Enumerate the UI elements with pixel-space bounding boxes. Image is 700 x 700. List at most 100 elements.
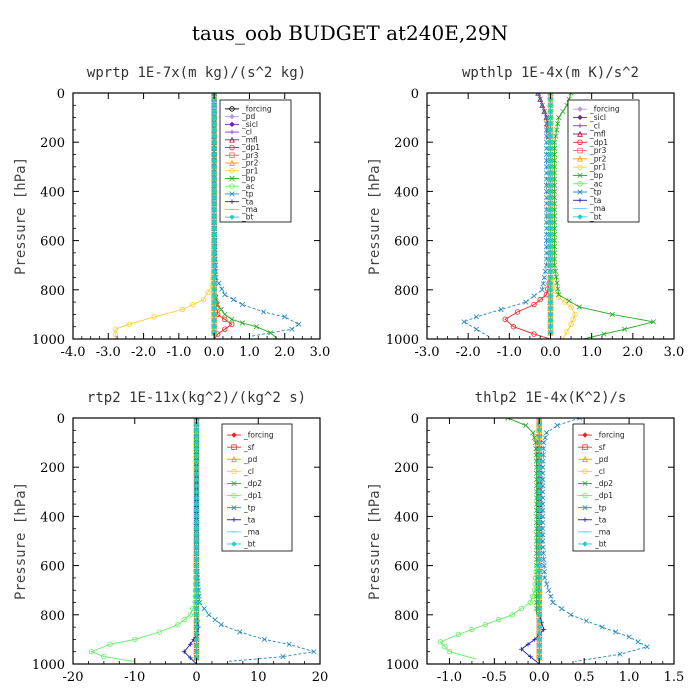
legend-swatch-marker <box>231 517 237 523</box>
data-point <box>211 268 217 275</box>
data-point <box>540 464 546 470</box>
data-point <box>552 164 558 170</box>
legend-swatch-marker <box>577 147 583 154</box>
data-point <box>536 507 542 513</box>
data-point <box>576 304 582 310</box>
data-point <box>552 268 559 274</box>
data-point <box>547 121 554 127</box>
data-point <box>617 651 623 657</box>
legend-swatch-marker <box>229 121 235 128</box>
data-point <box>536 648 542 655</box>
legend-label: _pr3 <box>241 151 259 160</box>
series-line <box>213 93 300 337</box>
legend-swatch-marker <box>577 130 583 137</box>
data-point <box>543 164 549 170</box>
data-point <box>547 311 554 318</box>
data-point <box>222 292 228 298</box>
data-point <box>540 446 547 452</box>
data-point <box>193 482 200 489</box>
data-point <box>193 544 200 550</box>
data-point <box>193 630 200 636</box>
data-point <box>547 207 554 213</box>
y-tick-label: 400 <box>40 510 65 525</box>
data-point <box>547 102 554 109</box>
legend-label: _mfl <box>241 135 258 144</box>
legend-swatch-marker <box>229 214 235 220</box>
data-point <box>552 213 558 219</box>
legend-label: _ma <box>241 205 258 214</box>
legend-swatch-marker <box>231 541 237 547</box>
data-point <box>547 164 554 170</box>
data-point <box>599 624 605 630</box>
data-point <box>556 115 562 121</box>
data-point <box>442 644 448 650</box>
data-point <box>531 435 537 441</box>
x-tick-label: 0.0 <box>529 670 550 685</box>
data-point <box>540 513 546 519</box>
y-tick-label: 600 <box>40 235 65 250</box>
y-tick-label: 600 <box>394 560 419 575</box>
data-point <box>101 653 107 660</box>
data-point <box>552 238 558 244</box>
legend-label: _ta <box>241 197 253 206</box>
data-point <box>540 501 546 507</box>
data-point <box>547 225 554 232</box>
data-point <box>107 641 113 648</box>
legend-swatch-marker <box>229 106 235 112</box>
data-point <box>211 145 217 152</box>
series-group <box>88 418 317 664</box>
data-point <box>547 231 554 238</box>
data-point <box>193 519 200 526</box>
y-tick-label: 800 <box>40 284 65 299</box>
series-line <box>114 93 215 339</box>
legend-label: _pd <box>243 455 258 464</box>
data-point <box>539 102 545 108</box>
data-point <box>540 452 546 458</box>
data-point <box>519 646 524 652</box>
y-tick-label: 0 <box>411 412 419 427</box>
data-point <box>539 102 546 108</box>
data-point <box>547 182 554 188</box>
figure-title: taus_oob BUDGET at240E,29N <box>192 21 508 45</box>
data-point <box>547 145 554 152</box>
data-point <box>211 293 217 299</box>
data-point <box>548 593 554 599</box>
series-line <box>90 418 197 662</box>
data-point <box>547 194 554 201</box>
data-point <box>547 299 554 305</box>
x-tick-label: -1.0 <box>437 670 462 685</box>
data-point <box>547 139 554 145</box>
x-tick-label: 1.0 <box>581 345 602 360</box>
data-point <box>555 121 561 127</box>
legend-label: _pd <box>594 455 609 464</box>
x-tick-label: -1.0 <box>497 345 522 360</box>
data-point <box>211 139 217 145</box>
data-point <box>536 569 542 575</box>
data-point <box>540 489 546 495</box>
x-tick-label: 0.5 <box>574 670 595 685</box>
data-point <box>543 158 549 164</box>
data-point <box>535 93 541 96</box>
legend-swatch-marker <box>231 480 237 487</box>
x-tick-label: 0.0 <box>204 345 225 360</box>
data-point <box>218 622 224 628</box>
data-point <box>253 324 260 330</box>
legend-label: _forcing <box>243 431 274 440</box>
legend-label: _pr1 <box>241 166 259 175</box>
data-point <box>543 151 549 158</box>
data-point <box>222 311 228 317</box>
data-point <box>193 421 200 427</box>
data-point <box>536 489 542 495</box>
y-tick-label: 200 <box>40 461 65 476</box>
data-point <box>536 550 542 557</box>
data-point <box>554 422 560 428</box>
data-point <box>211 244 217 250</box>
data-point <box>211 121 217 127</box>
data-point <box>536 544 542 550</box>
legend-label: _sicl <box>589 113 606 122</box>
data-point <box>552 207 558 213</box>
data-point <box>541 556 547 563</box>
data-point <box>193 538 200 544</box>
data-point <box>547 176 554 182</box>
data-point <box>570 316 576 323</box>
